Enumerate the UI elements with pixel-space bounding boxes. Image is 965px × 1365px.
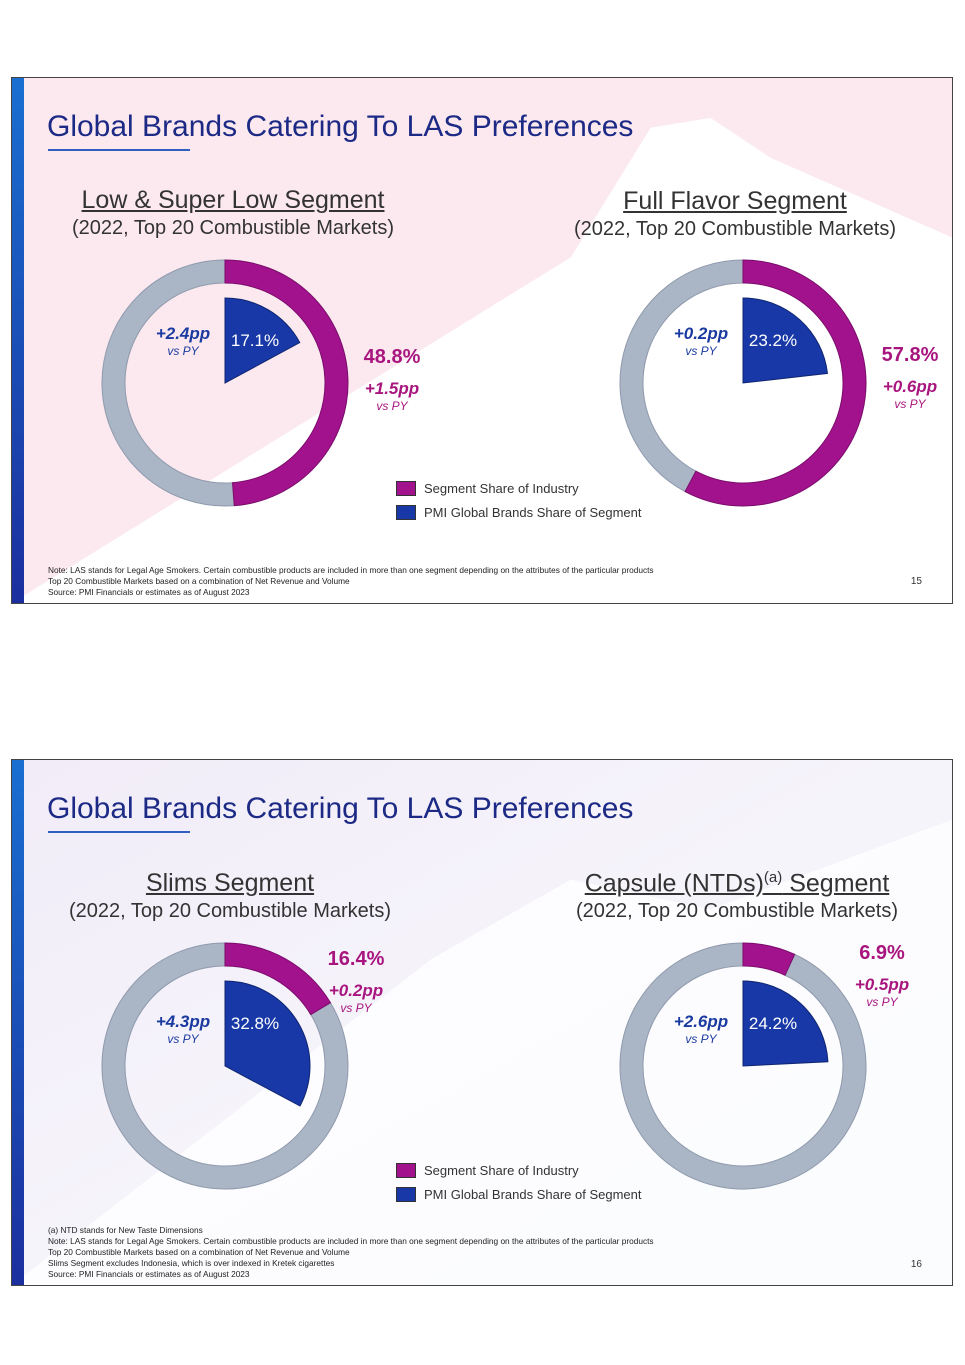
segment-share-value: 48.8%: [363, 346, 421, 368]
segment-share-change: +0.2pp: [328, 981, 384, 1000]
segment-share-change: +0.6pp: [882, 377, 938, 396]
legend-swatch: [396, 1162, 416, 1178]
footnotes: (a) NTD stands for New Taste Dimensions …: [48, 1225, 654, 1280]
segment-share-value: 6.9%: [859, 942, 905, 964]
chart-title-suffix: Segment: [782, 869, 890, 898]
chart-legend: Segment Share of Industry PMI Global Bra…: [396, 1161, 642, 1209]
legend-item-segment-share: Segment Share of Industry: [396, 1161, 642, 1179]
segment-share-value: 16.4%: [327, 948, 385, 970]
chart-header-slims: Slims Segment (2022, Top 20 Combustible …: [30, 869, 430, 923]
pmi-share-wedge: [224, 980, 311, 1107]
pmi-share-wedge: [742, 297, 829, 384]
pmi-share-change-note: vs PY: [685, 1032, 717, 1046]
segment-share-arc: [684, 259, 867, 507]
chart-header-capsule: Capsule (NTDs)(a) Segment (2022, Top 20 …: [537, 869, 937, 923]
chart-subtitle: (2022, Top 20 Combustible Markets): [71, 217, 394, 239]
slide-accent-bar: [12, 760, 24, 1285]
legend-label: Segment Share of Industry: [424, 1162, 579, 1178]
slide-16: Global Brands Catering To LAS Preference…: [11, 759, 953, 1286]
pmi-share-value: 24.2%: [749, 1014, 797, 1033]
page-number: 16: [910, 1259, 922, 1270]
segment-share-arc: [224, 259, 349, 507]
remainder-ring-arc: [619, 259, 744, 493]
segment-share-arc: [224, 942, 332, 1016]
footnote: Source: PMI Financials or estimates as o…: [48, 587, 250, 597]
chart-title: Low & Super Low Segment: [81, 186, 385, 214]
title-underline: [48, 149, 190, 151]
chart-title: Capsule (NTDs)(a) Segment: [537, 869, 937, 898]
chart-header-full-flavor: Full Flavor Segment (2022, Top 20 Combus…: [535, 187, 935, 241]
pmi-share-change: +2.4pp: [155, 324, 211, 343]
legend-item-pmi-share: PMI Global Brands Share of Segment: [396, 1185, 642, 1203]
footnotes: Note: LAS stands for Legal Age Smokers. …: [48, 565, 654, 598]
pmi-share-change: +2.6pp: [673, 1012, 729, 1031]
segment-share-block: 6.9% +0.5pp vs PY: [841, 942, 923, 1009]
donut-chart-full-flavor: 23.2%: [619, 259, 867, 507]
segment-share-change-note: vs PY: [340, 1001, 372, 1015]
chart-header-low-super-low: Low & Super Low Segment (2022, Top 20 Co…: [33, 186, 433, 240]
segment-share-block: 16.4% +0.2pp vs PY: [315, 948, 397, 1015]
segment-share-change-note: vs PY: [894, 397, 926, 411]
legend-swatch: [396, 504, 416, 520]
legend-item-segment-share: Segment Share of Industry: [396, 479, 642, 497]
segment-share-arc: [742, 942, 796, 976]
pmi-share-value: 23.2%: [749, 331, 797, 350]
slide-accent-bar: [12, 78, 24, 603]
pmi-share-change: +0.2pp: [673, 324, 729, 343]
pmi-share-value: 32.8%: [231, 1014, 279, 1033]
segment-share-value: 57.8%: [881, 344, 939, 366]
pmi-share-change-block: +4.3pp vs PY: [144, 1012, 222, 1046]
pmi-share-wedge: [742, 980, 829, 1067]
footnote: Top 20 Combustible Markets based on a co…: [48, 576, 350, 586]
pmi-share-change-note: vs PY: [167, 344, 199, 358]
footnote: Note: LAS stands for Legal Age Smokers. …: [48, 1236, 654, 1246]
legend-swatch: [396, 480, 416, 496]
chart-title: Slims Segment: [145, 869, 315, 897]
pmi-share-change-block: +2.4pp vs PY: [144, 324, 222, 358]
pmi-share-wedge: [224, 297, 301, 384]
pmi-share-change-block: +2.6pp vs PY: [662, 1012, 740, 1046]
chart-subtitle: (2022, Top 20 Combustible Markets): [68, 900, 391, 922]
chart-title-main: Capsule (NTDs): [584, 869, 764, 898]
page-number: 15: [910, 576, 922, 587]
chart-legend: Segment Share of Industry PMI Global Bra…: [396, 479, 642, 527]
donut-chart-slims: 32.8%: [101, 942, 349, 1190]
remainder-ring-arc: [101, 942, 349, 1190]
footnote: Note: LAS stands for Legal Age Smokers. …: [48, 565, 654, 575]
remainder-ring-arc: [619, 942, 867, 1190]
footnote: Source: PMI Financials or estimates as o…: [48, 1269, 250, 1279]
remainder-ring-arc: [101, 259, 235, 507]
footnote: (a) NTD stands for New Taste Dimensions: [48, 1225, 203, 1235]
chart-subtitle: (2022, Top 20 Combustible Markets): [573, 218, 896, 240]
legend-label: PMI Global Brands Share of Segment: [424, 504, 642, 520]
segment-share-change-note: vs PY: [866, 995, 898, 1009]
chart-title-footnote-ref: (a): [763, 869, 783, 886]
segment-share-change-note: vs PY: [376, 399, 408, 413]
slide-title: Global Brands Catering To LAS Preference…: [47, 792, 634, 825]
slide-15: Global Brands Catering To LAS Preference…: [11, 77, 953, 604]
donut-chart-capsule: 24.2%: [619, 942, 867, 1190]
chart-subtitle: (2022, Top 20 Combustible Markets): [575, 900, 898, 923]
legend-label: Segment Share of Industry: [424, 480, 579, 496]
legend-item-pmi-share: PMI Global Brands Share of Segment: [396, 503, 642, 521]
pmi-share-value: 17.1%: [231, 331, 279, 350]
title-underline: [48, 831, 190, 833]
footnote: Slims Segment excludes Indonesia, which …: [48, 1258, 335, 1268]
pmi-share-change-note: vs PY: [167, 1032, 199, 1046]
slide-title: Global Brands Catering To LAS Preference…: [47, 110, 634, 143]
pmi-share-change: +4.3pp: [155, 1012, 211, 1031]
segment-share-block: 48.8% +1.5pp vs PY: [351, 346, 433, 413]
segment-share-block: 57.8% +0.6pp vs PY: [869, 344, 951, 411]
donut-chart-low-super-low: 17.1%: [101, 259, 349, 507]
legend-label: PMI Global Brands Share of Segment: [424, 1186, 642, 1202]
segment-share-change: +0.5pp: [854, 975, 910, 994]
footnote: Top 20 Combustible Markets based on a co…: [48, 1247, 350, 1257]
pmi-share-change-block: +0.2pp vs PY: [662, 324, 740, 358]
segment-share-change: +1.5pp: [364, 379, 420, 398]
legend-swatch: [396, 1186, 416, 1202]
pmi-share-change-note: vs PY: [685, 344, 717, 358]
chart-title: Full Flavor Segment: [623, 187, 847, 215]
